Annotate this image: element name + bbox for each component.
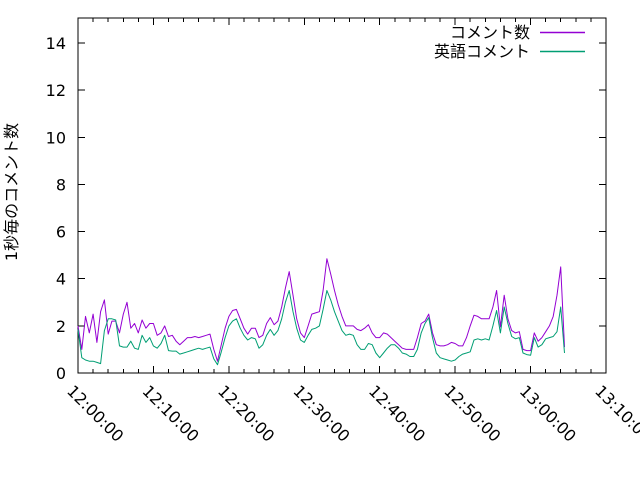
x-tick-label: 12:00:00 — [63, 381, 127, 445]
plot-border — [77, 17, 607, 374]
x-tick-label: 12:40:00 — [365, 381, 429, 445]
plot-area: 12:00:00 12:10:00 12:20:00 12:30:00 12:40:00… — [46, 17, 640, 446]
x-tick-label: 12:50:00 — [440, 381, 504, 445]
y-tick-label: 14 — [46, 34, 66, 53]
legend-label-comment-count: コメント数 — [450, 23, 530, 42]
x-tick-label: 13:00:00 — [516, 381, 580, 445]
y-tick-label: 10 — [46, 128, 66, 147]
x-tick-label: 12:30:00 — [289, 381, 353, 445]
y-tick-label: 8 — [56, 175, 66, 194]
x-tick-label: 12:20:00 — [214, 381, 278, 445]
x-tick-label: 12:10:00 — [139, 381, 203, 445]
series-line-0 — [77, 258, 565, 362]
y-tick-label: 12 — [46, 81, 66, 100]
y-tick-label: 0 — [56, 364, 66, 383]
y-tick-label: 4 — [56, 270, 66, 289]
y-axis-title: 1秒毎のコメント数 — [2, 123, 21, 261]
legend: コメント数 英語コメント — [434, 23, 585, 61]
legend-label-english-comments: 英語コメント — [434, 42, 530, 61]
x-tick-label: 13:10:00 — [591, 381, 640, 445]
series-line-1 — [77, 290, 565, 366]
y-tick-label: 6 — [56, 223, 66, 242]
y-tick-label: 2 — [56, 317, 66, 336]
